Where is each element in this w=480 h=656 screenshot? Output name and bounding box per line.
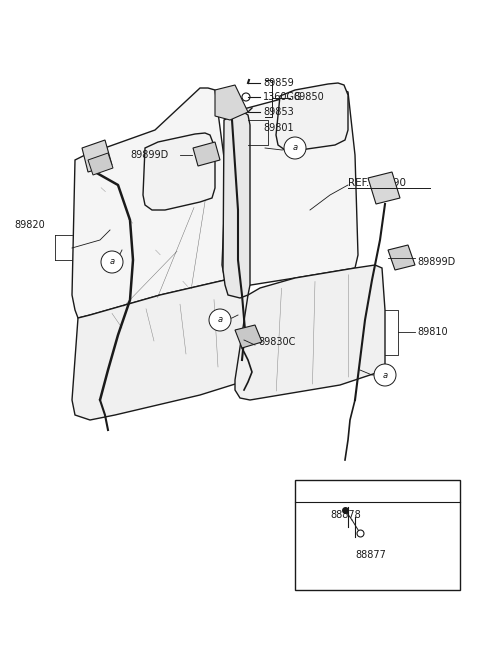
Text: 89853: 89853 (263, 107, 294, 117)
Text: 89859: 89859 (263, 78, 294, 88)
Text: a: a (311, 487, 315, 495)
Polygon shape (72, 88, 228, 318)
Polygon shape (276, 83, 348, 150)
Circle shape (101, 251, 123, 273)
Text: REF.88-890: REF.88-890 (348, 178, 406, 188)
Text: a: a (109, 258, 115, 266)
Polygon shape (143, 133, 215, 210)
Polygon shape (215, 85, 248, 120)
Text: 88877: 88877 (355, 550, 386, 560)
Text: 89899D: 89899D (417, 257, 455, 267)
Polygon shape (222, 88, 358, 288)
Text: a: a (383, 371, 387, 380)
Text: a: a (217, 316, 223, 325)
Text: 89830C: 89830C (258, 337, 295, 347)
Text: 89899D: 89899D (130, 150, 168, 160)
Polygon shape (235, 265, 385, 400)
Text: a: a (327, 487, 333, 497)
Circle shape (304, 482, 322, 500)
Polygon shape (388, 245, 415, 270)
Text: 89801: 89801 (263, 123, 294, 133)
Text: 89810: 89810 (417, 327, 448, 337)
Polygon shape (193, 142, 220, 166)
Polygon shape (82, 140, 112, 172)
Circle shape (319, 481, 341, 503)
Polygon shape (368, 172, 400, 204)
Text: 89820: 89820 (14, 220, 45, 230)
Text: 1360GG: 1360GG (263, 92, 302, 102)
Text: 88878: 88878 (330, 510, 361, 520)
Text: a: a (292, 144, 298, 152)
Polygon shape (72, 280, 250, 420)
Text: 89850: 89850 (293, 92, 324, 102)
Circle shape (284, 137, 306, 159)
Circle shape (374, 364, 396, 386)
Polygon shape (235, 325, 262, 348)
Polygon shape (88, 153, 113, 175)
Bar (295, 480, 460, 590)
Circle shape (209, 309, 231, 331)
Polygon shape (223, 113, 250, 298)
